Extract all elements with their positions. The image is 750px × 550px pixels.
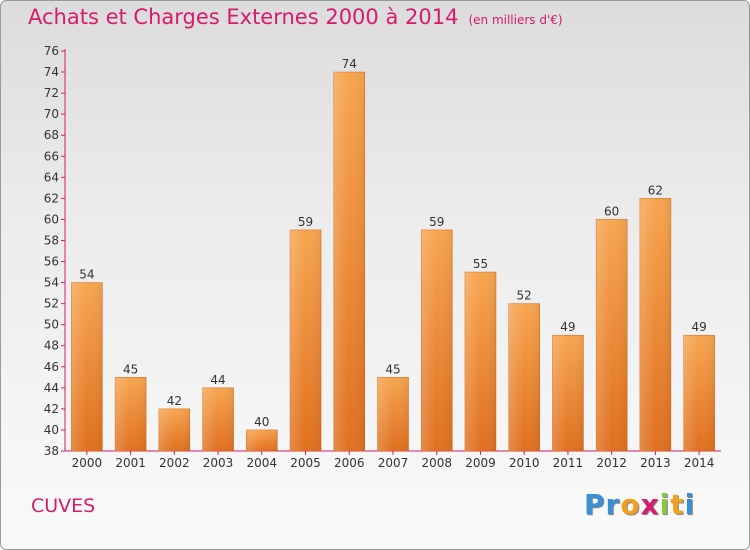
y-tick-label: 44 [44, 381, 59, 395]
bar-shine [596, 219, 628, 451]
y-tick-label: 58 [44, 233, 59, 247]
y-tick-label: 70 [44, 107, 59, 121]
data-label: 44 [210, 373, 225, 387]
x-tick-label: 2008 [421, 456, 452, 470]
y-tick-label: 48 [44, 339, 59, 353]
data-label: 42 [167, 394, 182, 408]
bar-shine [290, 229, 322, 451]
data-label: 40 [254, 415, 269, 429]
x-tick-label: 2011 [553, 456, 584, 470]
y-tick-label: 50 [44, 318, 59, 332]
x-tick-label: 2002 [159, 456, 190, 470]
bar-shine [464, 272, 496, 451]
bar-shine [683, 335, 715, 451]
bar-shine [508, 303, 540, 451]
commune-name: CUVES [31, 495, 96, 517]
y-tick-label: 76 [44, 44, 59, 58]
y-tick-label: 72 [44, 86, 59, 100]
x-tick-label: 2007 [378, 456, 409, 470]
y-tick-label: 62 [44, 191, 59, 205]
y-tick-label: 42 [44, 402, 59, 416]
data-label: 45 [385, 362, 400, 376]
data-label: 49 [691, 320, 706, 334]
data-label: 62 [648, 183, 663, 197]
data-label: 59 [298, 215, 313, 229]
chart-title: Achats et Charges Externes 2000 à 2014 [28, 5, 459, 29]
logo-letter: t [670, 488, 685, 521]
y-tick-label: 60 [44, 212, 59, 226]
data-label: 49 [560, 320, 575, 334]
bar-shine [552, 335, 584, 451]
logo-letter: r [605, 488, 621, 521]
logo-letter: o [620, 488, 641, 521]
chart-title-row: Achats et Charges Externes 2000 à 2014 (e… [28, 5, 563, 29]
logo-letter: i [659, 488, 671, 521]
data-label: 60 [604, 204, 619, 218]
x-tick-label: 2009 [465, 456, 496, 470]
data-label: 59 [429, 215, 444, 229]
data-label: 45 [123, 362, 138, 376]
logo-letter: x [640, 488, 660, 521]
proxiti-logo: Proxiti [584, 488, 695, 521]
bar-shine [115, 377, 147, 451]
bar-shine [158, 408, 190, 451]
y-tick-label: 74 [44, 65, 59, 79]
logo-letter: i [684, 488, 696, 521]
bar-shine [333, 72, 365, 451]
x-tick-label: 2003 [203, 456, 234, 470]
y-tick-label: 56 [44, 255, 59, 269]
bar-shine [202, 387, 234, 451]
bar-shine [421, 229, 453, 451]
x-tick-label: 2010 [509, 456, 540, 470]
x-tick-label: 2012 [596, 456, 627, 470]
data-label: 74 [342, 57, 357, 71]
y-tick-label: 66 [44, 149, 59, 163]
x-tick-label: 2013 [640, 456, 671, 470]
y-tick-label: 64 [44, 170, 59, 184]
logo-letter: P [584, 488, 606, 521]
bar-shine [639, 198, 671, 451]
bar-shine [246, 429, 278, 451]
x-tick-label: 2001 [115, 456, 146, 470]
bar-shine [377, 377, 409, 451]
data-label: 55 [473, 257, 488, 271]
y-tick-label: 46 [44, 360, 59, 374]
data-label: 54 [79, 268, 94, 282]
chart-subtitle: (en milliers d'€) [468, 13, 563, 27]
x-tick-label: 2006 [334, 456, 365, 470]
x-tick-label: 2005 [290, 456, 321, 470]
y-tick-label: 68 [44, 128, 59, 142]
y-tick-label: 38 [44, 444, 59, 458]
data-label: 52 [517, 289, 532, 303]
bar-shine [71, 282, 103, 451]
y-tick-label: 40 [44, 423, 59, 437]
x-tick-label: 2004 [247, 456, 278, 470]
x-tick-label: 2000 [72, 456, 103, 470]
y-tick-label: 52 [44, 297, 59, 311]
y-tick-label: 54 [44, 276, 59, 290]
x-tick-label: 2014 [684, 456, 715, 470]
